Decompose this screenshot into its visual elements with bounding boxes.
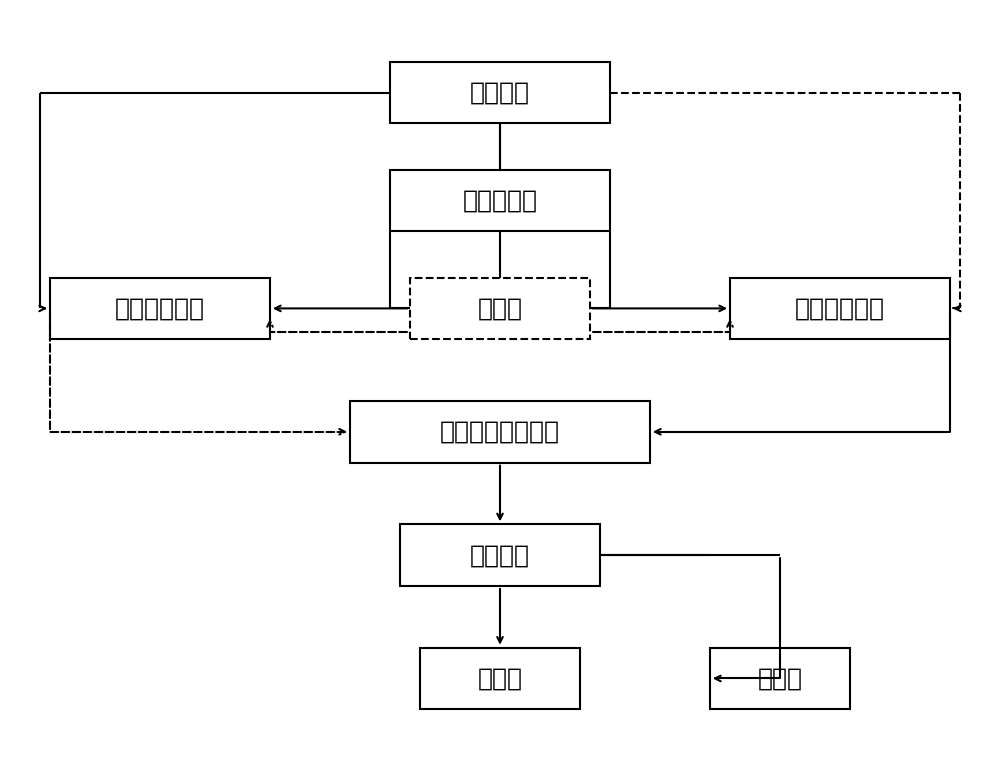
FancyBboxPatch shape bbox=[710, 648, 850, 709]
FancyBboxPatch shape bbox=[410, 278, 590, 339]
FancyBboxPatch shape bbox=[390, 170, 610, 231]
Text: 储油罐: 储油罐 bbox=[758, 666, 802, 691]
Text: 一（二）级炉: 一（二）级炉 bbox=[115, 296, 205, 321]
Text: 二（一）级炉: 二（一）级炉 bbox=[795, 296, 885, 321]
FancyBboxPatch shape bbox=[730, 278, 950, 339]
FancyBboxPatch shape bbox=[420, 648, 580, 709]
Text: 冷却装置: 冷却装置 bbox=[470, 543, 530, 567]
Text: 水蒸气: 水蒸气 bbox=[478, 296, 522, 321]
FancyBboxPatch shape bbox=[50, 278, 270, 339]
Text: 还原性气体: 还原性气体 bbox=[462, 188, 538, 213]
FancyBboxPatch shape bbox=[390, 62, 610, 123]
Text: 储气罐: 储气罐 bbox=[478, 666, 522, 691]
FancyBboxPatch shape bbox=[400, 524, 600, 586]
Text: 高温气体净化装置: 高温气体净化装置 bbox=[440, 419, 560, 444]
FancyBboxPatch shape bbox=[350, 401, 650, 463]
Text: 惰性气体: 惰性气体 bbox=[470, 80, 530, 105]
